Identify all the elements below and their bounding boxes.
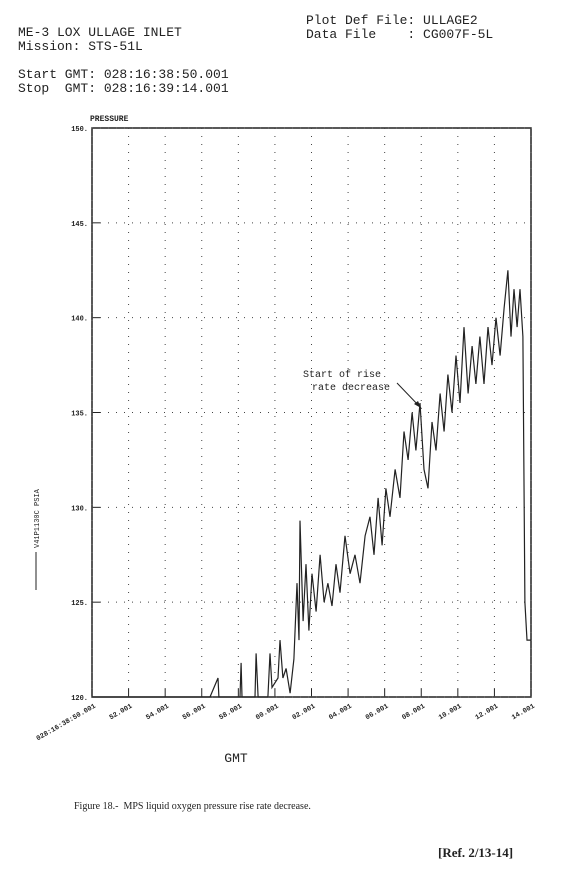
x-tick-label: 028:16:38:50.001 [35, 703, 97, 744]
x-tick-label: 02.001 [291, 703, 317, 723]
plot-def-file: Plot Def File: ULLAGE2 [306, 13, 478, 28]
x-tick-label: 08.001 [401, 703, 427, 723]
y-tick-label: 130. [71, 505, 88, 513]
plot-frame [91, 127, 532, 698]
x-tick-label: 56.001 [181, 703, 207, 723]
x-tick-label: 58.001 [218, 703, 244, 723]
start-gmt: Start GMT: 028:16:38:50.001 [18, 67, 229, 82]
y-tick-label: 135. [71, 411, 88, 419]
x-tick-label: 04.001 [328, 703, 354, 723]
x-tick-label: 52.001 [108, 703, 134, 723]
y-tick-label: 125. [71, 600, 88, 608]
x-tick-label: 06.001 [364, 703, 390, 723]
y-tick-label: 120. [71, 695, 88, 703]
x-tick-label: 10.001 [437, 703, 463, 723]
stop-gmt: Stop GMT: 028:16:39:14.001 [18, 81, 229, 96]
x-tick-label: 14.001 [511, 703, 537, 723]
y-axis-label: PRESSURE [90, 115, 129, 124]
x-axis-label: GMT [224, 751, 248, 766]
caption: Figure 18.- MPS liquid oxygen pressure r… [74, 801, 311, 812]
y-tick-label: 150. [71, 126, 88, 134]
annotation: Start of rise [303, 369, 381, 381]
y-tick-label: 140. [71, 316, 88, 324]
x-tick-label: 54.001 [145, 703, 171, 723]
legend-label: V41P1130C PSIA [34, 488, 42, 548]
mission: Mission: STS-51L [18, 39, 143, 54]
data-file: Data File : CG007F-5L [306, 27, 493, 42]
data-line [92, 270, 531, 698]
x-tick-label: 00.001 [255, 703, 281, 723]
x-tick-label: 12.001 [474, 703, 500, 723]
reference: [Ref. 2/13-14] [438, 845, 513, 860]
legend: V41P1130C PSIA [34, 488, 42, 590]
chart-title: ME-3 LOX ULLAGE INLET [18, 25, 182, 40]
y-tick-label: 145. [71, 221, 88, 229]
annotation: rate decrease [312, 382, 390, 394]
